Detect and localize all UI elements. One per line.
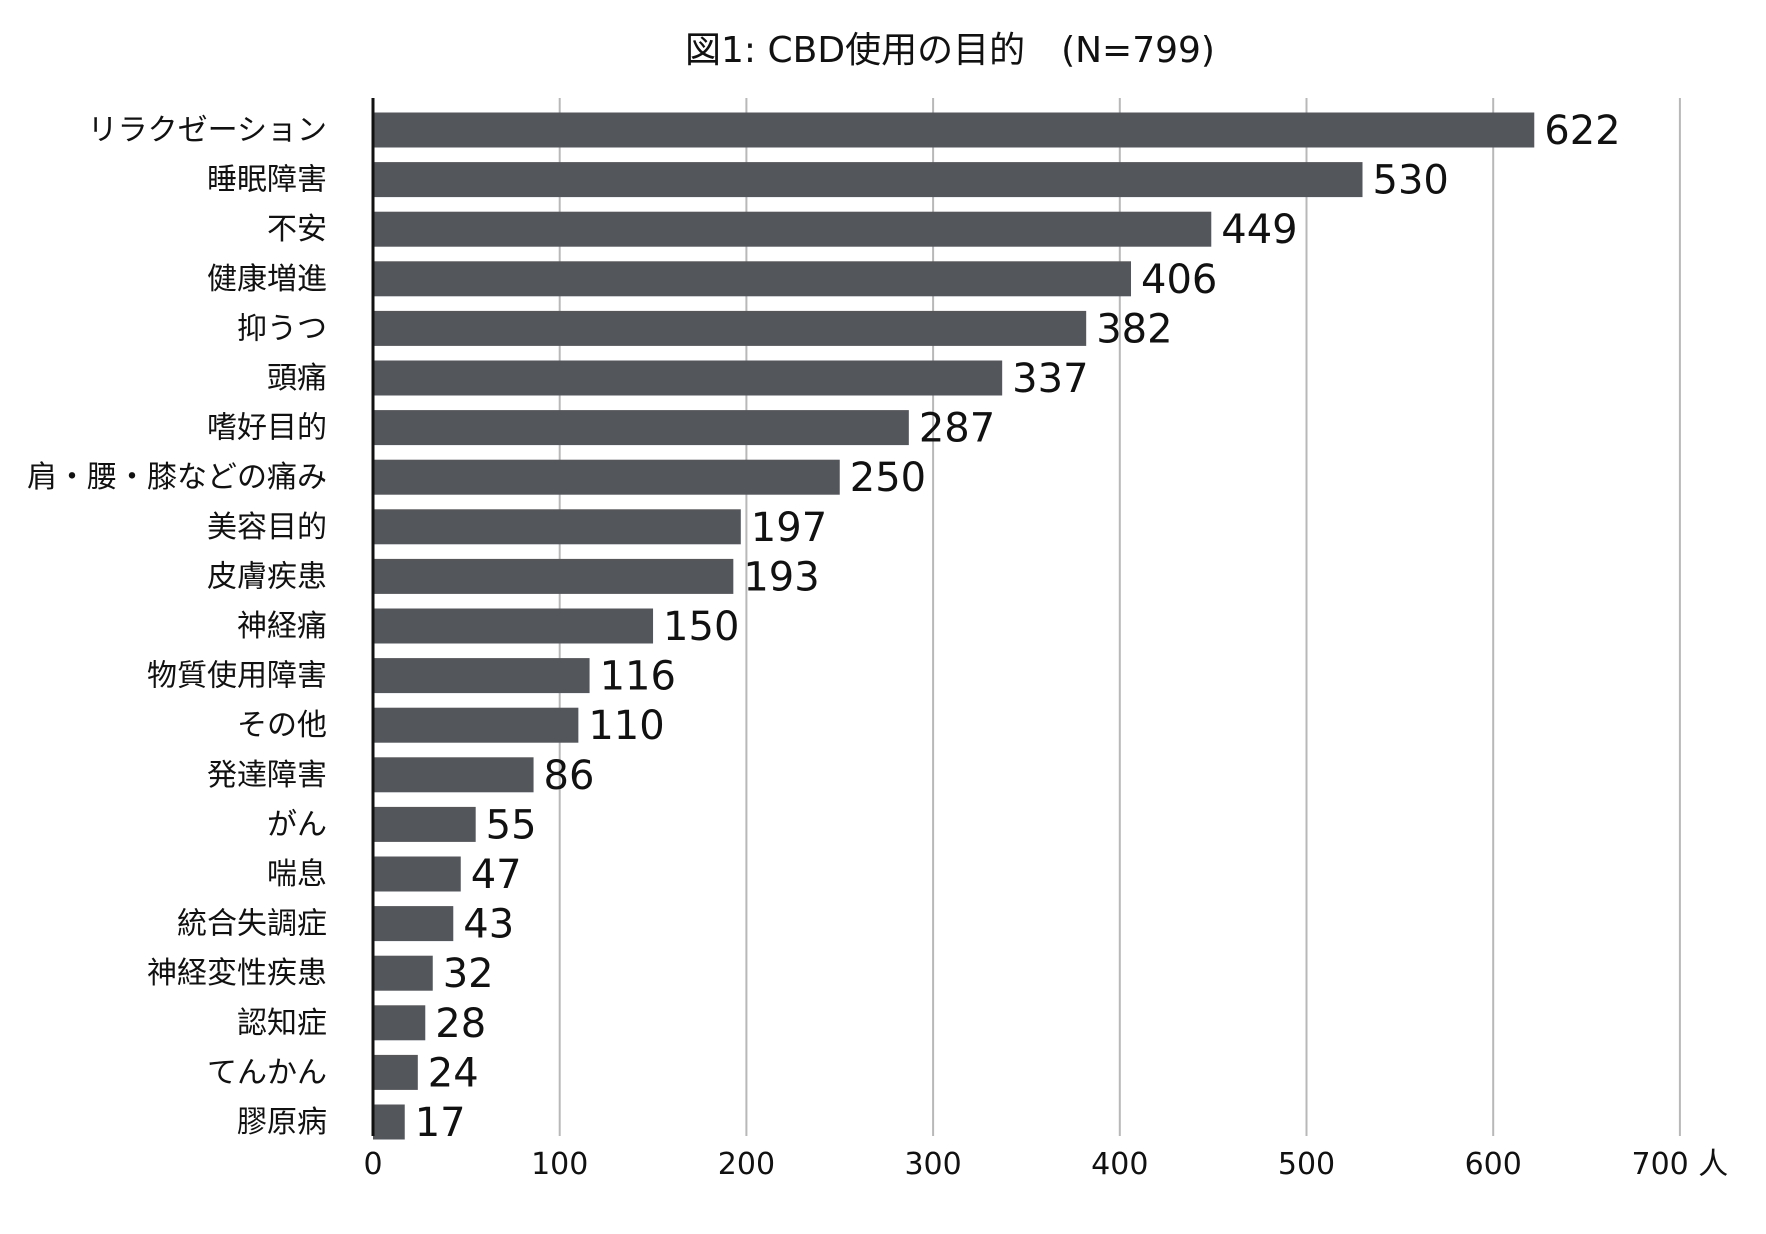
bar [373,509,741,545]
x-tick-label: 400 [1091,1147,1148,1182]
category-label: 皮膚疾患 [207,559,327,594]
x-tick-label: 600 [1465,1147,1522,1182]
category-label: 頭痛 [267,361,327,396]
value-label: 530 [1373,158,1449,204]
value-label: 55 [486,802,537,848]
bar [373,906,454,942]
value-label: 449 [1221,207,1297,253]
x-tick-label: 500 [1278,1147,1335,1182]
bar [373,806,476,842]
value-label: 32 [443,951,494,997]
value-label: 43 [463,902,514,948]
value-label: 150 [663,604,739,650]
x-tick-label: 100 [531,1147,588,1182]
category-label: 統合失調症 [177,907,327,942]
value-label: 406 [1141,257,1217,303]
category-label: 膠原病 [237,1105,327,1140]
bar [373,1005,426,1041]
value-label: 86 [544,753,595,799]
bar [373,707,579,743]
category-label: 健康増進 [207,262,327,297]
category-label: 認知症 [237,1006,327,1041]
category-label: 喘息 [267,857,327,892]
value-label: 193 [743,554,819,600]
category-label: 神経痛 [237,609,327,644]
value-label: 197 [751,505,827,551]
category-label: 肩・腰・膝などの痛み [27,460,327,495]
category-label: 睡眠障害 [207,163,327,198]
bar [373,658,590,694]
bar [373,310,1087,346]
bar [373,261,1132,297]
category-labels: リラクゼーション睡眠障害不安健康増進抑うつ頭痛嗜好目的肩・腰・膝などの痛み美容目… [27,113,327,1140]
category-label: 嗜好目的 [207,411,327,446]
value-label: 17 [415,1100,466,1146]
bar [373,1104,405,1140]
category-label: 神経変性疾患 [147,956,327,991]
category-label: てんかん [207,1055,327,1090]
bar [373,360,1003,396]
bar [373,211,1212,247]
category-label: 物質使用障害 [147,659,327,694]
value-label: 47 [471,852,522,898]
bar [373,112,1535,148]
bar [373,757,534,793]
value-label: 287 [919,406,995,452]
category-label: リラクゼーション [88,113,327,148]
bar [373,162,1363,198]
x-tick-label: 700 人 [1632,1147,1729,1182]
bar [373,856,461,892]
bar [373,558,734,594]
x-tick-label: 200 [718,1147,775,1182]
value-label: 622 [1544,108,1620,154]
bar [373,608,654,644]
bar [373,459,840,495]
bars [373,112,1535,1140]
value-label: 110 [588,703,664,749]
value-label: 28 [435,1001,486,1047]
value-label: 116 [600,654,676,700]
category-label: 抑うつ [237,311,327,346]
x-axis-ticks: 0 100 200 300 400 500 600 700 人 [363,1147,1728,1182]
bar [373,410,909,446]
chart-title: 図1: CBD使用の目的 (N=799) [685,30,1215,71]
bar [373,1054,418,1090]
category-label: 美容目的 [207,510,327,545]
category-label: がん [267,807,327,842]
value-label: 382 [1096,306,1172,352]
category-label: 発達障害 [207,758,327,793]
value-label: 250 [850,455,926,501]
category-label: 不安 [267,212,327,247]
bar [373,955,433,991]
x-tick-label: 300 [904,1147,961,1182]
category-label: その他 [237,708,327,743]
value-label: 24 [428,1050,479,1096]
x-tick-label: 0 [363,1147,382,1182]
value-label: 337 [1012,356,1088,402]
